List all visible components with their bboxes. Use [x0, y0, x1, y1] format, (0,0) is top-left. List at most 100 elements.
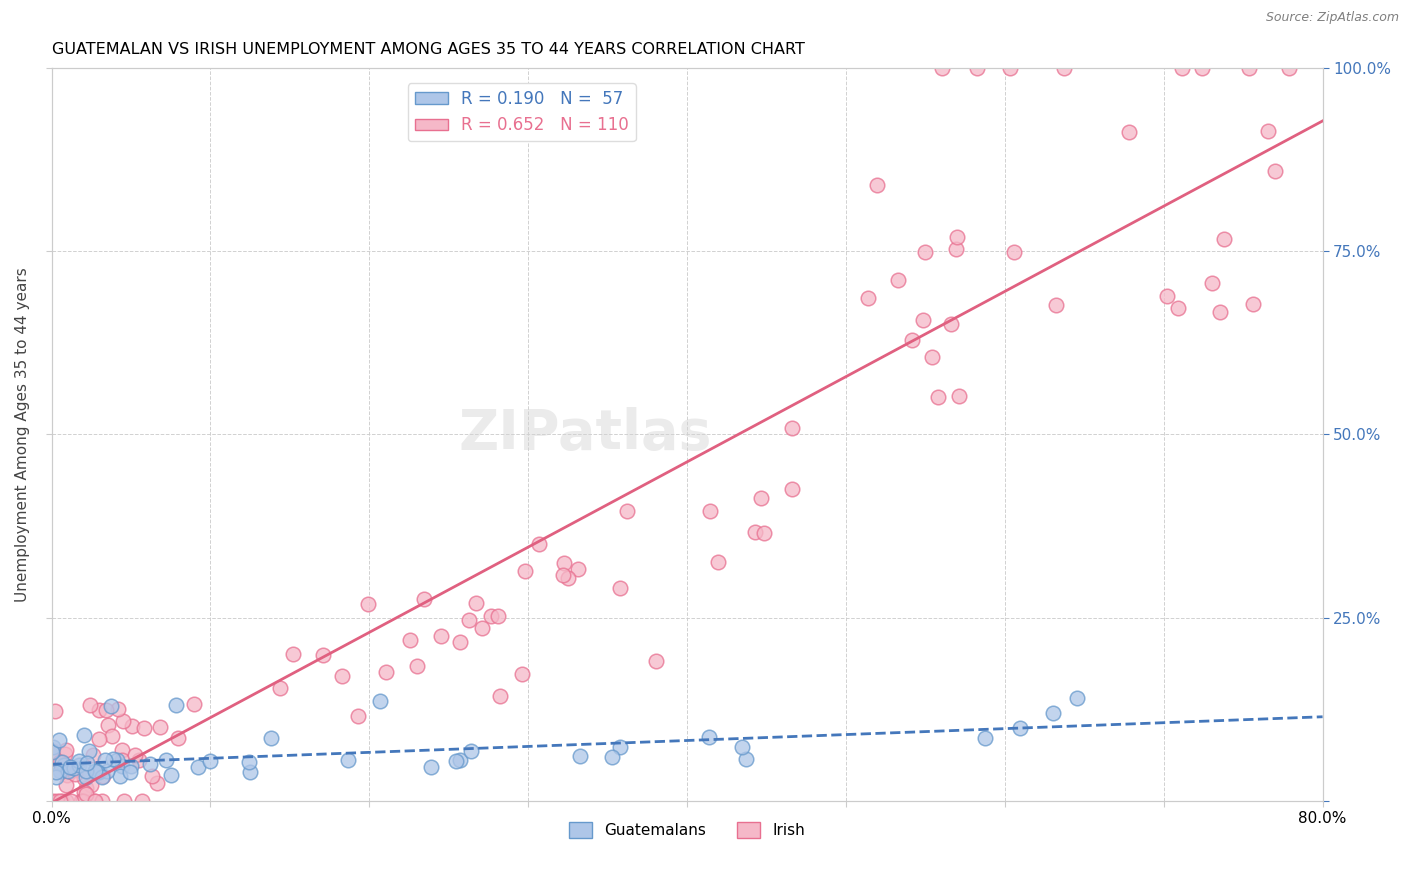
Point: [529, 536, 551, 550]
Point: [1167, 301, 1189, 315]
Point: [94, 703, 117, 717]
Point: [46, 794, 69, 808]
Point: [45, 765, 67, 780]
Point: [553, 556, 575, 570]
Point: [945, 242, 967, 256]
Point: [1209, 305, 1232, 319]
Point: [58, 764, 80, 778]
Point: [398, 632, 420, 647]
Point: [90, 794, 112, 808]
Point: [76, 756, 98, 770]
Point: [405, 658, 427, 673]
Point: [914, 244, 936, 259]
Point: [609, 581, 631, 595]
Point: [330, 669, 353, 683]
Point: [111, 743, 134, 757]
Point: [83, 794, 105, 808]
Point: [356, 597, 378, 611]
Point: [41, 739, 63, 754]
Point: [108, 769, 131, 783]
Point: [458, 613, 481, 627]
Point: [1042, 706, 1064, 720]
Point: [1264, 163, 1286, 178]
Point: [49, 757, 72, 772]
Legend: Guatemalans, Irish: Guatemalans, Irish: [564, 816, 811, 845]
Point: [866, 178, 889, 192]
Text: Source: ZipAtlas.com: Source: ZipAtlas.com: [1265, 11, 1399, 24]
Point: [269, 681, 291, 696]
Point: [101, 751, 124, 765]
Point: [699, 504, 721, 518]
Point: [67, 758, 90, 772]
Point: [44, 704, 66, 718]
Point: [56, 764, 79, 778]
Point: [368, 693, 391, 707]
Point: [86, 764, 108, 778]
Point: [751, 491, 773, 505]
Point: [856, 291, 879, 305]
Point: [946, 230, 969, 244]
Point: [96, 764, 118, 778]
Point: [706, 556, 728, 570]
Point: [42, 794, 65, 808]
Point: [128, 754, 150, 768]
Point: [49, 764, 72, 778]
Point: [1201, 277, 1223, 291]
Point: [259, 731, 281, 745]
Point: [165, 698, 187, 712]
Point: [312, 648, 335, 663]
Point: [927, 390, 949, 404]
Point: [52, 757, 75, 772]
Point: [1237, 61, 1260, 75]
Point: [41, 745, 63, 759]
Point: [105, 753, 128, 767]
Point: [134, 721, 156, 735]
Point: [101, 729, 124, 743]
Point: [1045, 298, 1067, 312]
Point: [1118, 125, 1140, 139]
Point: [63, 763, 86, 777]
Point: [430, 629, 453, 643]
Text: ZIPatlas: ZIPatlas: [458, 408, 711, 461]
Point: [111, 714, 134, 728]
Point: [48, 733, 70, 747]
Point: [118, 764, 141, 779]
Point: [73, 785, 96, 799]
Point: [107, 702, 129, 716]
Point: [941, 317, 963, 331]
Point: [55, 743, 77, 757]
Point: [55, 761, 77, 775]
Point: [780, 421, 803, 435]
Point: [72, 794, 94, 808]
Point: [131, 794, 153, 808]
Point: [609, 739, 631, 754]
Point: [697, 731, 720, 745]
Point: [1257, 124, 1279, 138]
Point: [84, 794, 107, 808]
Point: [347, 708, 370, 723]
Point: [67, 755, 90, 769]
Point: [513, 564, 536, 578]
Point: [97, 718, 120, 732]
Point: [1241, 296, 1264, 310]
Point: [48, 755, 70, 769]
Y-axis label: Unemployment Among Ages 35 to 44 years: Unemployment Among Ages 35 to 44 years: [15, 267, 30, 601]
Point: [82, 747, 104, 762]
Point: [59, 759, 82, 773]
Point: [471, 621, 494, 635]
Point: [80, 779, 103, 793]
Point: [557, 571, 579, 585]
Point: [155, 754, 177, 768]
Point: [86, 765, 108, 780]
Point: [198, 754, 221, 768]
Point: [55, 767, 77, 781]
Point: [413, 592, 436, 607]
Point: [901, 334, 924, 348]
Point: [62, 761, 84, 775]
Point: [42, 744, 65, 758]
Point: [1191, 61, 1213, 75]
Point: [569, 749, 592, 764]
Point: [887, 272, 910, 286]
Point: [375, 665, 398, 680]
Point: [731, 739, 754, 754]
